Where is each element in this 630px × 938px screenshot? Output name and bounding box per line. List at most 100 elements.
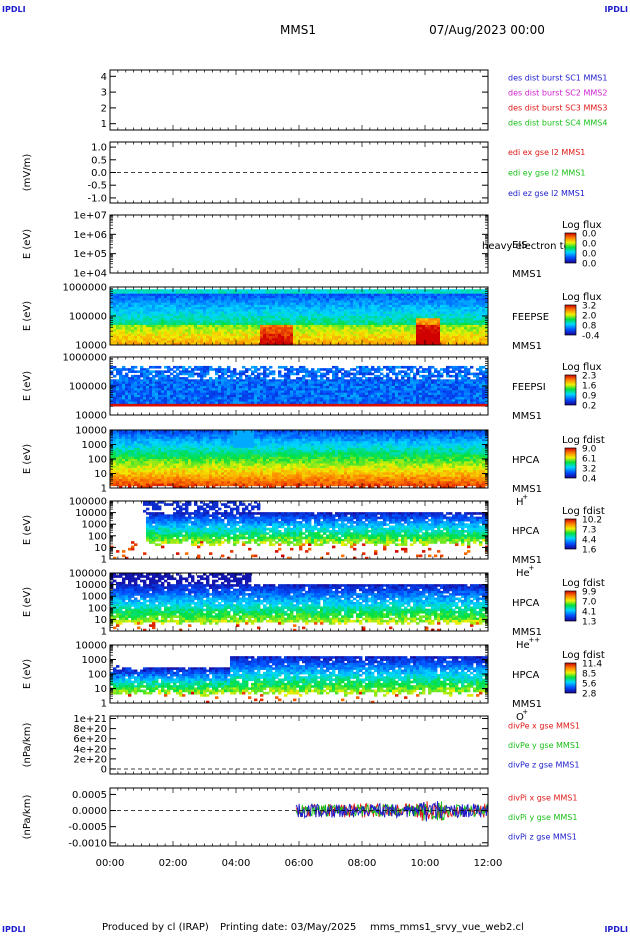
spectrogram-cell [128,300,131,303]
spectrogram-cell [152,300,155,303]
y-tick-label: 1e+06 [73,230,107,241]
series-label: des dist burst SC3 MMS3 [508,104,607,113]
spectrogram-cell [284,300,287,303]
spectrogram-cell [224,404,227,407]
spectrogram-cell [323,375,326,378]
spectrogram-cell [344,300,347,303]
spectrogram-cell [137,404,140,407]
spectrogram-cell [212,399,215,402]
spectrogram-cell [161,370,164,373]
spectrogram-cell [308,375,311,378]
spectrogram-cell [164,300,167,303]
spectrogram-cell [251,300,254,303]
spectrogram-cell [233,375,236,378]
spectrogram-cell [350,368,353,371]
spectrogram-cell [449,300,452,303]
spectrogram-cell [296,373,299,376]
spectrogram-cell [281,399,284,402]
spectrogram-cell [248,368,251,371]
spectrogram-cell [251,329,254,332]
colorbar-tick-label: 0.0 [582,240,597,250]
spectrogram-cell [125,329,128,332]
spectrogram-cell [272,373,275,376]
spectrogram-cell [131,370,134,373]
spectrogram-cell [173,399,176,402]
spectrogram-cell [248,300,251,303]
spectrogram-cell [209,368,212,371]
spectrogram-cell [356,329,359,332]
spectrogram-cell [110,399,113,402]
spectrogram-cell [209,329,212,332]
spectrogram-cell [134,404,137,407]
spectrogram-cell [176,404,179,407]
spectrogram-cell [164,404,167,407]
spectrogram-cell [221,399,224,402]
spectrogram-cell [113,375,116,378]
spectrogram-cell [272,404,275,407]
spectrogram-cell [281,404,284,407]
spectrogram-cell [239,329,242,332]
spectrogram-cell [233,300,236,303]
spectrogram-cell [134,370,137,373]
spectrogram-cell [155,375,158,378]
spectrogram-cell [359,329,362,332]
spectrogram-cell [197,329,200,332]
spectrogram-cell [197,375,200,378]
spectrogram-cell [182,399,185,402]
spectrogram-cell [269,399,272,402]
spectrogram-cell [479,329,482,332]
spectrogram-cell [218,329,221,332]
spectrogram-cell [347,300,350,303]
spectrogram-cell [269,329,272,332]
spectrogram-cell [146,370,149,373]
y-tick-label: 1000000 [62,283,107,294]
spectrogram-cell [242,370,245,373]
spectrogram-cell [332,300,335,303]
spectrogram-cell [335,370,338,373]
series-label: des dist burst SC1 MMS1 [508,74,607,83]
spectrogram-cell [251,404,254,407]
spectrogram-cell [143,399,146,402]
spectrogram-cell [302,329,305,332]
spectrogram-cell [263,329,266,332]
spectrogram-cell [248,404,251,407]
spectrogram-cell [251,370,254,373]
spectrogram-cell [158,399,161,402]
spectrogram-cell [341,300,344,303]
spectrogram-cell [395,300,398,303]
y-tick-label: 0.5 [91,155,107,166]
spectrogram-cell [266,404,269,407]
y-tick-label: 3 [101,88,107,99]
spectrogram-cell [194,329,197,332]
spectrogram-cell [221,300,224,303]
spectrogram-cell [272,370,275,373]
spectrogram-cell [401,300,404,303]
panel-frame [110,215,488,273]
spectrogram-cell [218,404,221,407]
spectrogram-cell [266,375,269,378]
spectrogram-cell [308,370,311,373]
spectrogram-cell [137,399,140,402]
spectrogram-cell [257,300,260,303]
spectrogram-cell [338,404,341,407]
spectrogram-cell [122,368,125,371]
spectrogram-cell [320,329,323,332]
spectrogram-cell [440,329,443,332]
spectrogram-cell [320,368,323,371]
spectrogram-cell [332,370,335,373]
spectrogram-cell [455,300,458,303]
spectrogram-cell [338,329,341,332]
spectrogram-cell [242,300,245,303]
spectrogram-cell [410,300,413,303]
spectrogram-cell [350,404,353,407]
spectrogram-cell [230,404,233,407]
spectrogram-cell [296,404,299,407]
spectrogram-cell [245,300,248,303]
spectrogram-cell [155,329,158,332]
spectrogram-cell [185,399,188,402]
spectrogram-cell [455,329,458,332]
spectrogram-cell [155,404,158,407]
spectrogram-cell [149,366,152,369]
